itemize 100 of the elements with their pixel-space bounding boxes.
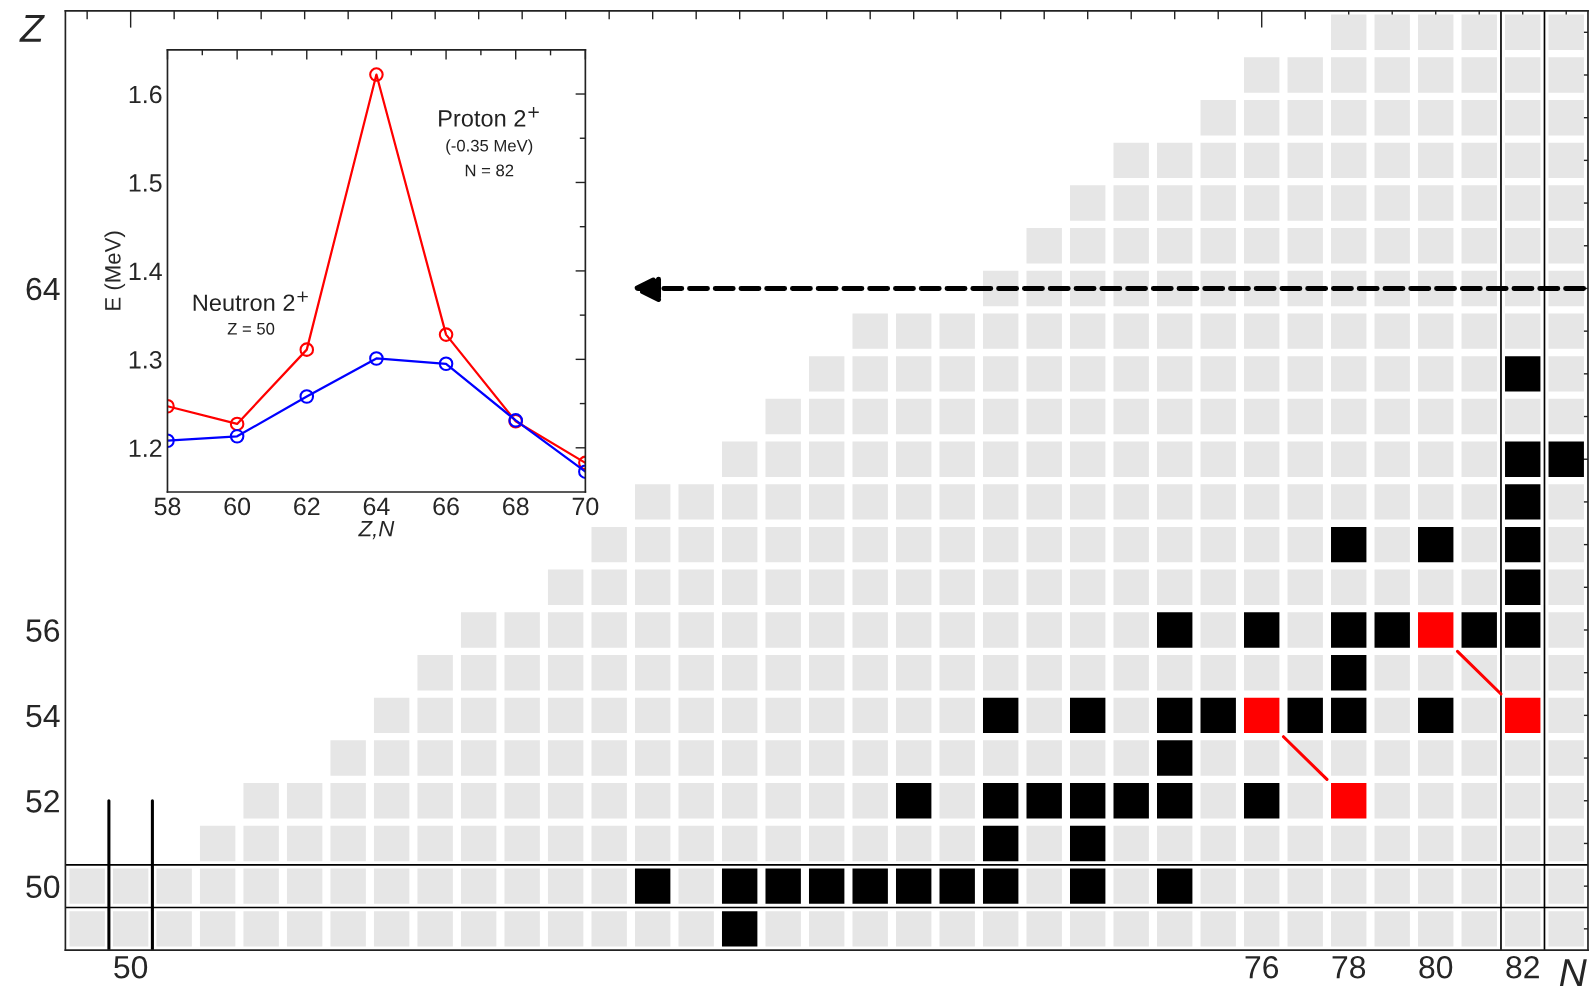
- point: [765, 484, 801, 520]
- point: [1461, 911, 1497, 947]
- point: [1113, 228, 1149, 264]
- point: [286, 911, 323, 947]
- point: [852, 356, 888, 392]
- point: [1461, 398, 1497, 435]
- point: [721, 740, 758, 776]
- point: [808, 783, 845, 819]
- point: [1157, 185, 1193, 221]
- point: [1070, 441, 1106, 477]
- point: [1418, 911, 1454, 947]
- point: [460, 825, 497, 862]
- point: [1287, 398, 1323, 435]
- point: [1374, 57, 1410, 93]
- point: [1200, 526, 1236, 563]
- point: [1157, 484, 1193, 520]
- point: [1418, 484, 1454, 520]
- point: [939, 697, 975, 734]
- point: [1548, 441, 1584, 477]
- point: [1113, 654, 1149, 691]
- point: [1113, 313, 1149, 349]
- point: [1331, 441, 1367, 477]
- point: [1070, 825, 1106, 862]
- point: [1244, 740, 1280, 776]
- point: [1200, 185, 1236, 221]
- point: [1070, 313, 1106, 349]
- y-tick-label: 1.4: [129, 262, 162, 280]
- point: [591, 526, 627, 563]
- point: [1244, 868, 1280, 904]
- point: [1070, 868, 1106, 904]
- point: [1418, 697, 1454, 734]
- point: [1113, 441, 1149, 477]
- point: [1548, 697, 1584, 734]
- point: [721, 484, 758, 520]
- point: [1157, 825, 1193, 862]
- point: [1461, 99, 1497, 136]
- annotation: N = 82: [465, 164, 514, 177]
- point: [1244, 228, 1280, 264]
- point: [939, 484, 975, 520]
- point: [1113, 356, 1149, 392]
- point: [1418, 356, 1454, 392]
- point: [852, 484, 888, 520]
- point: [1026, 868, 1062, 904]
- point: [1113, 825, 1149, 862]
- point: [1418, 740, 1454, 776]
- point: [1244, 526, 1280, 563]
- point: [373, 825, 410, 862]
- point: [438, 327, 454, 342]
- x-tick-label: 80: [1419, 955, 1453, 979]
- point: [1331, 313, 1367, 349]
- point: [417, 783, 453, 819]
- point: [1157, 228, 1193, 264]
- point: [1461, 356, 1497, 392]
- point: [547, 654, 584, 691]
- point: [1331, 14, 1367, 51]
- y-axis-title: E (MeV): [104, 231, 126, 310]
- point: [1461, 57, 1497, 93]
- point: [1461, 441, 1497, 477]
- x-axis-title: Z,N: [358, 521, 395, 540]
- point: [1418, 612, 1454, 648]
- point: [299, 342, 315, 357]
- point: [1461, 612, 1497, 648]
- point: [721, 612, 758, 648]
- point: [1505, 228, 1541, 264]
- point: [1113, 612, 1149, 648]
- point: [1548, 99, 1584, 136]
- point: [765, 697, 801, 734]
- point: [1505, 356, 1541, 392]
- point: [1244, 142, 1280, 179]
- point: [852, 526, 888, 563]
- point: [982, 697, 1019, 734]
- point: [1505, 57, 1541, 93]
- point: [1244, 825, 1280, 862]
- point: [1548, 356, 1584, 392]
- point: [765, 868, 801, 904]
- point: [808, 526, 845, 563]
- point: [1374, 228, 1410, 264]
- point: [1070, 911, 1106, 947]
- point: [1070, 484, 1106, 520]
- point: [1505, 654, 1541, 691]
- point: [417, 868, 453, 904]
- point: [417, 740, 453, 776]
- point: [1157, 740, 1193, 776]
- point: [1287, 356, 1323, 392]
- point: [504, 740, 540, 776]
- point: [1374, 142, 1410, 179]
- point: [1461, 569, 1497, 605]
- point: [1200, 142, 1236, 179]
- point: [591, 740, 627, 776]
- y-tick-label: 1.3: [129, 350, 162, 369]
- point: [852, 398, 888, 435]
- point: [547, 740, 584, 776]
- y-tick-label: 1.5: [129, 174, 162, 192]
- point: [721, 441, 758, 477]
- point: [1200, 911, 1236, 947]
- point: [1374, 825, 1410, 862]
- x-tick-label: 62: [294, 497, 320, 516]
- point: [1244, 911, 1280, 947]
- point: [1113, 911, 1149, 947]
- point: [634, 740, 671, 776]
